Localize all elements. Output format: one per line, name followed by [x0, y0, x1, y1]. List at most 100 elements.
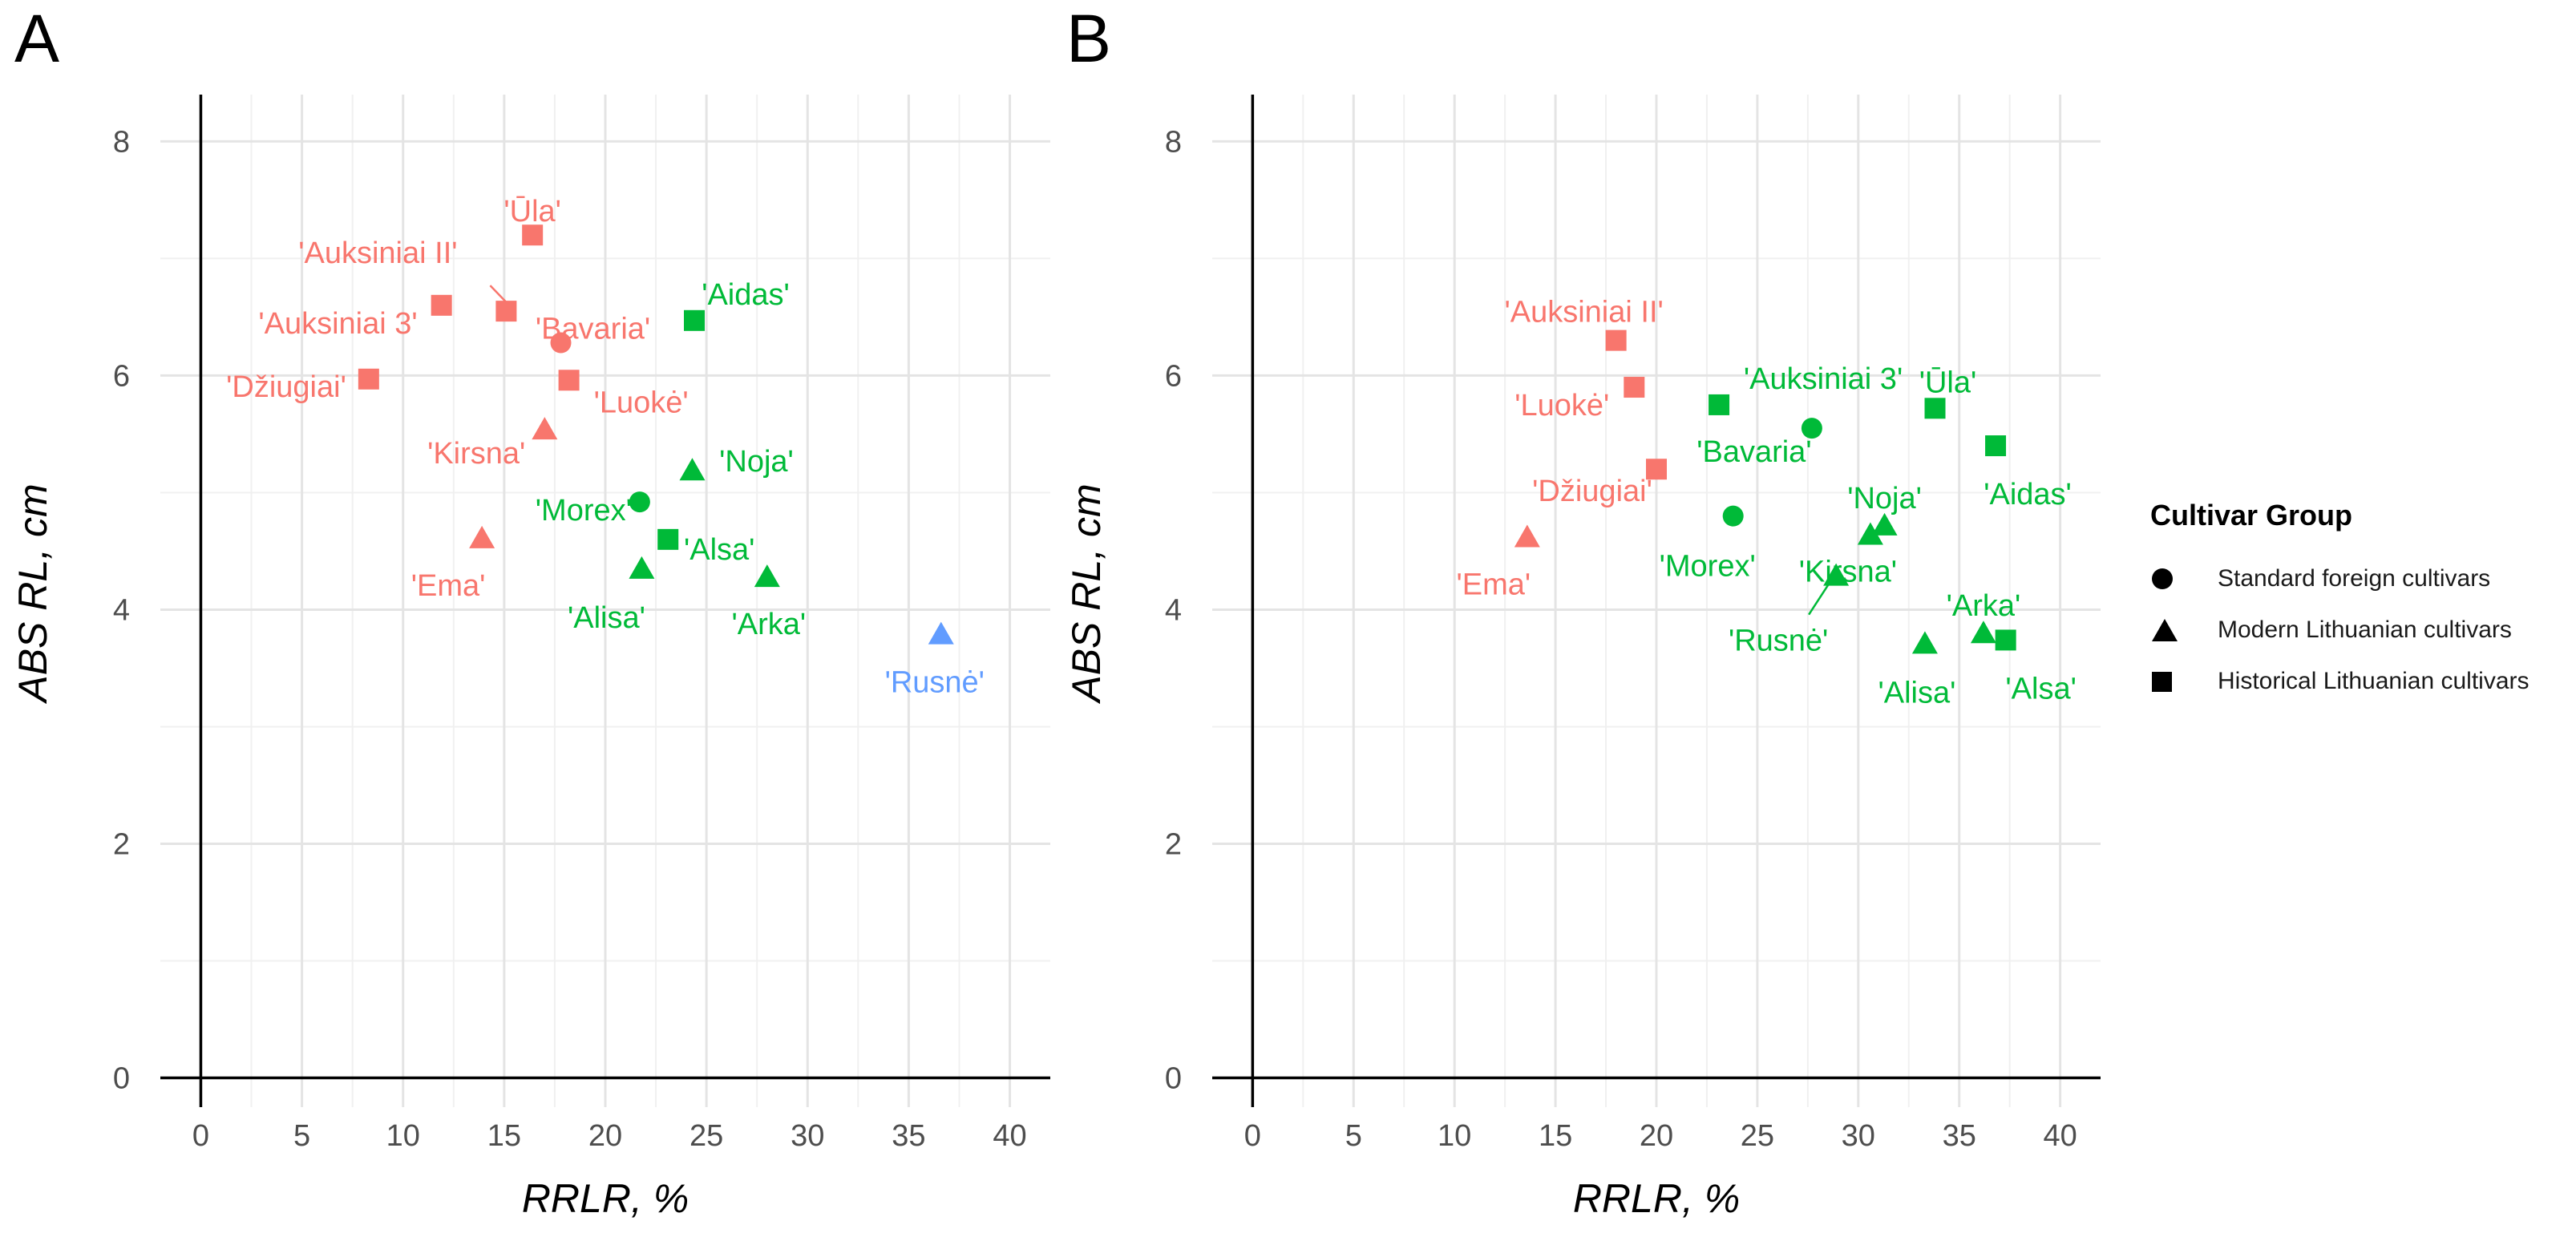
y-tick-label: 6 — [1165, 359, 1182, 393]
y-tick-label: 4 — [1165, 593, 1182, 627]
legend-triangle-marker — [2152, 619, 2178, 641]
point-label-ema: 'Ema' — [411, 569, 486, 603]
point-label-rusne: 'Rusnė' — [885, 666, 985, 700]
point-label-alsa: 'Alsa' — [2005, 672, 2076, 705]
x-axis-title: RRLR, % — [1573, 1176, 1740, 1221]
x-tick-label: 40 — [993, 1119, 1026, 1153]
point-alisa-triangle — [629, 556, 655, 579]
point-arka-triangle — [754, 564, 780, 588]
point-rusne-triangle — [928, 621, 954, 645]
x-tick-label: 0 — [192, 1119, 209, 1153]
point-dziugiai-square — [358, 368, 379, 390]
legend-label: Modern Lithuanian cultivars — [2218, 616, 2512, 643]
point-label-rusne: 'Rusnė' — [1729, 625, 1828, 658]
point-aidas-square — [684, 309, 705, 331]
point-label-noja: 'Noja' — [719, 445, 794, 479]
scatter-panel-b: 0 5 10 15 20 25 30 35 40 0 2 4 6 8 RRLR, % ABS RL, cm 'A… — [1064, 95, 2101, 1221]
x-tick-label: 25 — [1741, 1119, 1774, 1153]
point-auksiniai-3-square — [1709, 394, 1730, 415]
x-tick-label: 10 — [1438, 1119, 1471, 1153]
point-kirsna-triangle — [532, 417, 558, 440]
point-label-aidas: 'Aidas' — [702, 278, 790, 312]
y-tick-label: 0 — [113, 1061, 130, 1095]
x-axis-title: RRLR, % — [522, 1176, 689, 1221]
point-rusne-triangle — [1823, 563, 1850, 586]
point-auksiniai-ii-square — [1605, 329, 1627, 351]
point-dziugiai-square — [1646, 459, 1667, 480]
x-tick-label: 20 — [588, 1119, 622, 1153]
x-tick-label: 15 — [487, 1119, 521, 1153]
panel-letter-a: A — [14, 1, 60, 76]
point-bavaria-circle — [550, 332, 572, 354]
y-tick-label: 8 — [113, 125, 130, 159]
legend-square-marker — [2152, 671, 2172, 692]
point-arka-triangle — [1970, 621, 1996, 644]
x-tick-label: 5 — [1345, 1119, 1362, 1153]
point-label-alisa: 'Alisa' — [1878, 676, 1955, 709]
point-label-morex: 'Morex' — [536, 494, 632, 528]
point-label-morex: 'Morex' — [1660, 550, 1756, 584]
x-tick-label: 15 — [1539, 1119, 1572, 1153]
point-label-auksiniai-ii: 'Auksiniai II' — [1505, 296, 1664, 329]
point-ema-triangle — [469, 525, 495, 548]
x-tick-label: 5 — [293, 1119, 310, 1153]
label-leader-line — [489, 285, 512, 307]
point-auksiniai-3-square — [431, 294, 452, 316]
point-label-dziugiai: 'Džiugiai' — [1532, 475, 1652, 508]
point-noja-triangle — [1871, 512, 1898, 536]
point-label-alisa: 'Alisa' — [568, 601, 645, 635]
panel-letter-b: B — [1066, 1, 1112, 76]
point-label-kirsna: 'Kirsna' — [427, 437, 525, 471]
point-label-noja: 'Noja' — [1847, 482, 1922, 515]
point-alsa-square — [1995, 629, 2016, 651]
legend-item-historical-lithuanian: Historical Lithuanian cultivars — [2150, 656, 2529, 707]
point-label-ula: 'Ūla' — [503, 195, 561, 228]
legend-item-standard-foreign: Standard foreign cultivars — [2150, 553, 2529, 604]
point-alsa-square — [657, 528, 679, 550]
legend-title: Cultivar Group — [2150, 499, 2353, 532]
y-tick-label: 8 — [1165, 125, 1182, 159]
point-label-luoke: 'Luokė' — [1514, 389, 1609, 422]
point-label-aidas: 'Aidas' — [1984, 478, 2072, 511]
y-axis-title: ABS RL, cm — [10, 483, 55, 704]
legend-label: Historical Lithuanian cultivars — [2218, 668, 2529, 694]
y-tick-label: 2 — [113, 827, 130, 861]
point-label-auksiniai-3: 'Auksiniai 3' — [258, 307, 417, 341]
point-morex-circle — [629, 491, 650, 513]
point-luoke-square — [558, 370, 580, 391]
point-label-arka: 'Arka' — [1947, 589, 2021, 623]
point-ema-triangle — [1514, 524, 1540, 548]
point-kirsna-triangle — [1857, 522, 1883, 545]
point-ula-square — [522, 224, 544, 246]
y-tick-label: 0 — [1165, 1061, 1182, 1095]
point-noja-triangle — [679, 458, 706, 481]
point-label-ema: 'Ema' — [1457, 568, 1531, 601]
x-tick-label: 35 — [892, 1119, 925, 1153]
scatter-panel-a: 0 5 10 15 20 25 30 35 40 0 2 4 6 8 RRLR, % ABS RL, cm 'Ū… — [10, 95, 1050, 1221]
legend-item-modern-lithuanian: Modern Lithuanian cultivars — [2150, 604, 2529, 656]
point-label-bavaria: 'Bavaria' — [536, 313, 650, 346]
x-tick-label: 10 — [386, 1119, 420, 1153]
point-label-luoke: 'Luokė' — [594, 386, 689, 419]
point-aidas-square — [1985, 435, 2007, 457]
label-leader-line — [1808, 581, 1831, 616]
legend-label: Standard foreign cultivars — [2218, 565, 2491, 592]
point-label-kirsna: 'Kirsna' — [1799, 556, 1897, 589]
y-tick-label: 6 — [113, 359, 130, 393]
point-alisa-triangle — [1911, 631, 1938, 654]
y-tick-label: 2 — [1165, 827, 1182, 861]
point-label-alsa: 'Alsa' — [684, 533, 754, 567]
x-tick-label: 0 — [1244, 1119, 1261, 1153]
x-tick-label: 35 — [1943, 1119, 1976, 1153]
point-label-bavaria: 'Bavaria' — [1696, 435, 1811, 469]
point-label-auksiniai-3: 'Auksiniai 3' — [1744, 362, 1903, 396]
point-auksiniai-ii-square — [495, 301, 517, 322]
x-tick-label: 30 — [791, 1119, 824, 1153]
x-tick-label: 30 — [1842, 1119, 1875, 1153]
point-label-arka: 'Arka' — [731, 608, 806, 641]
point-label-ula: 'Ūla' — [1919, 366, 1977, 399]
x-tick-label: 25 — [689, 1119, 723, 1153]
x-tick-label: 20 — [1640, 1119, 1673, 1153]
point-luoke-square — [1624, 377, 1645, 398]
